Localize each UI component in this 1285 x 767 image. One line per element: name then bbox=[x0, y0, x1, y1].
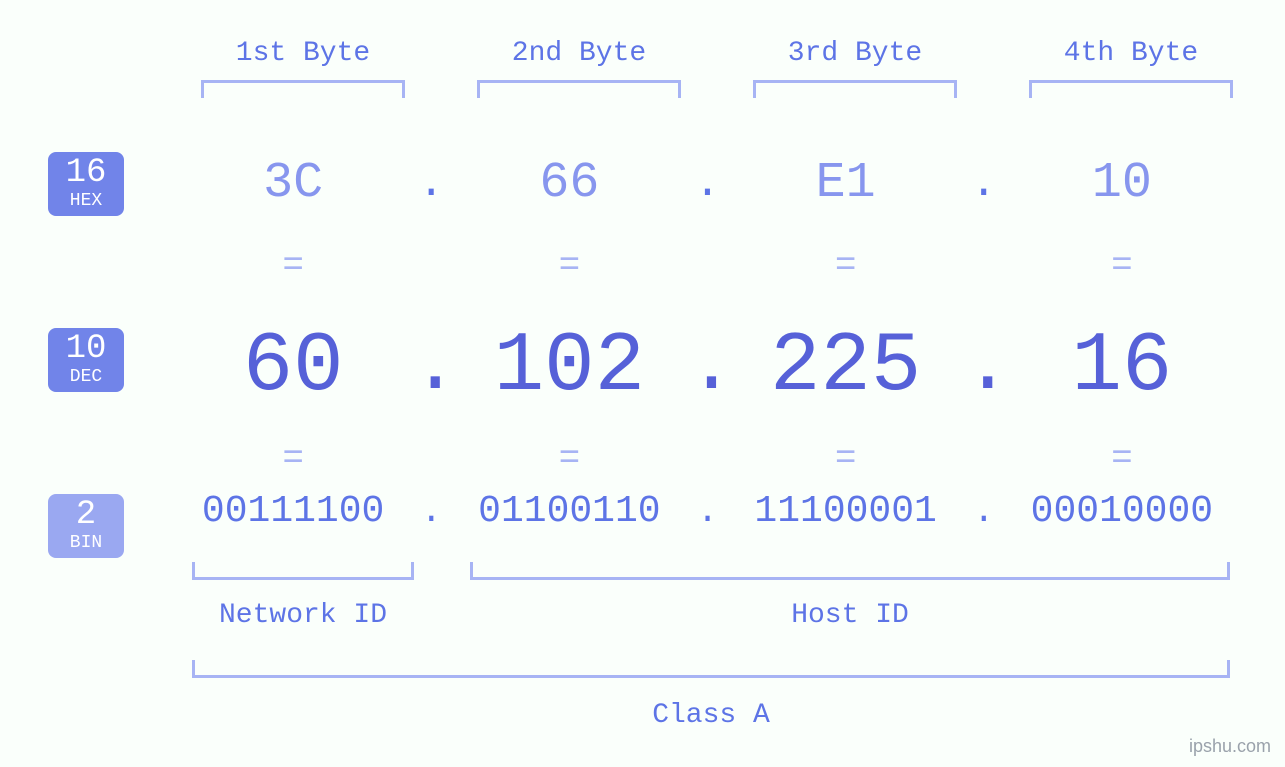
top-bracket-4 bbox=[1029, 80, 1233, 98]
top-bracket-3 bbox=[753, 80, 957, 98]
dec-byte-2: 102 bbox=[451, 320, 687, 415]
dot: . bbox=[688, 159, 728, 209]
base-num: 16 bbox=[48, 156, 124, 190]
hex-byte-2: 66 bbox=[451, 155, 687, 212]
base-num: 10 bbox=[48, 332, 124, 366]
base-badge-bin: 2 BIN bbox=[48, 494, 124, 558]
hex-byte-4: 10 bbox=[1004, 155, 1240, 212]
hex-row: 3C . 66 . E1 . 10 bbox=[175, 155, 1240, 212]
dot: . bbox=[964, 491, 1004, 532]
dot: . bbox=[411, 159, 451, 209]
bin-byte-4: 00010000 bbox=[1004, 490, 1240, 533]
base-badge-hex: 16 HEX bbox=[48, 152, 124, 216]
byte-label-3: 3rd Byte bbox=[735, 38, 975, 69]
host-id-label: Host ID bbox=[470, 600, 1230, 631]
network-id-bracket bbox=[192, 562, 414, 580]
base-name: BIN bbox=[48, 534, 124, 552]
class-label: Class A bbox=[192, 700, 1230, 731]
eq: = bbox=[451, 438, 687, 479]
hex-byte-1: 3C bbox=[175, 155, 411, 212]
dec-byte-4: 16 bbox=[1004, 320, 1240, 415]
eq: = bbox=[451, 245, 687, 286]
eq: = bbox=[1004, 438, 1240, 479]
eq: = bbox=[175, 438, 411, 479]
equals-row-2: = = = = bbox=[175, 438, 1240, 479]
dot: . bbox=[964, 159, 1004, 209]
eq: = bbox=[1004, 245, 1240, 286]
base-name: HEX bbox=[48, 192, 124, 210]
dot: . bbox=[411, 322, 451, 413]
base-badge-dec: 10 DEC bbox=[48, 328, 124, 392]
host-id-bracket bbox=[470, 562, 1230, 580]
dec-byte-3: 225 bbox=[728, 320, 964, 415]
class-bracket bbox=[192, 660, 1230, 678]
bin-byte-3: 11100001 bbox=[728, 490, 964, 533]
eq: = bbox=[175, 245, 411, 286]
base-name: DEC bbox=[48, 368, 124, 386]
eq: = bbox=[728, 438, 964, 479]
dec-row: 60 . 102 . 225 . 16 bbox=[175, 320, 1240, 415]
bin-byte-1: 00111100 bbox=[175, 490, 411, 533]
dot: . bbox=[964, 322, 1004, 413]
byte-label-4: 4th Byte bbox=[1011, 38, 1251, 69]
eq: = bbox=[728, 245, 964, 286]
hex-byte-3: E1 bbox=[728, 155, 964, 212]
equals-row-1: = = = = bbox=[175, 245, 1240, 286]
dec-byte-1: 60 bbox=[175, 320, 411, 415]
ip-diagram: 1st Byte 2nd Byte 3rd Byte 4th Byte 16 H… bbox=[0, 0, 1285, 767]
dot: . bbox=[688, 491, 728, 532]
dot: . bbox=[688, 322, 728, 413]
bin-row: 00111100 . 01100110 . 11100001 . 0001000… bbox=[175, 490, 1240, 533]
network-id-label: Network ID bbox=[192, 600, 414, 631]
dot: . bbox=[411, 491, 451, 532]
top-bracket-2 bbox=[477, 80, 681, 98]
byte-label-1: 1st Byte bbox=[183, 38, 423, 69]
top-bracket-1 bbox=[201, 80, 405, 98]
watermark: ipshu.com bbox=[1189, 736, 1271, 757]
byte-label-2: 2nd Byte bbox=[459, 38, 699, 69]
base-num: 2 bbox=[48, 498, 124, 532]
bin-byte-2: 01100110 bbox=[451, 490, 687, 533]
